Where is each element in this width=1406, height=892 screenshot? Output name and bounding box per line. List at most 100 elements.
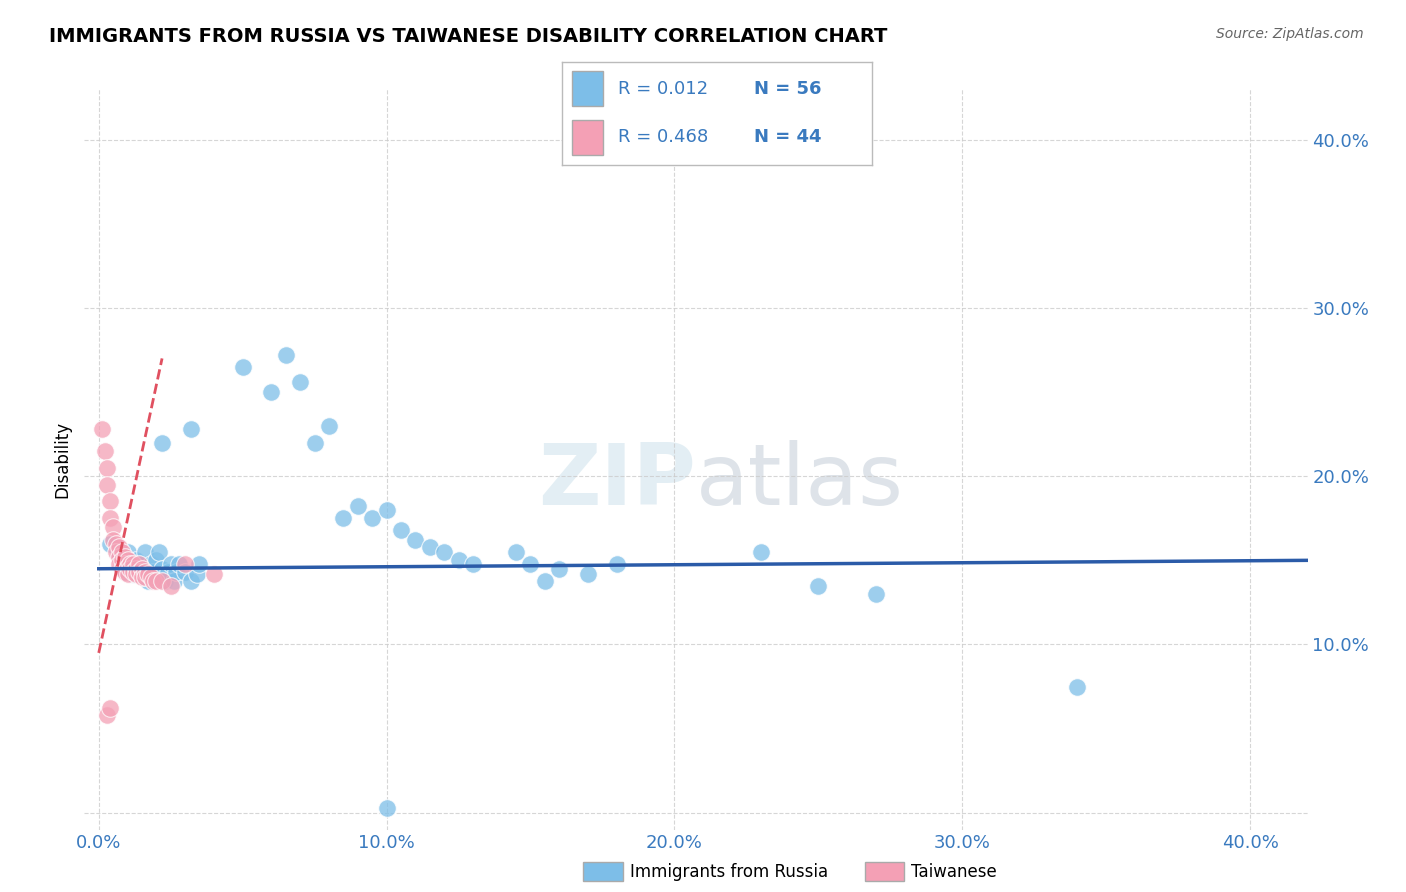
Point <box>96 460 118 475</box>
Point <box>120 557 142 571</box>
Point <box>150 562 173 576</box>
Point <box>131 565 153 579</box>
Point <box>128 557 150 571</box>
Point <box>131 562 153 576</box>
Point <box>534 574 557 588</box>
Point <box>114 565 136 579</box>
Point <box>232 359 254 374</box>
Point <box>375 503 398 517</box>
Point <box>375 800 398 814</box>
Point <box>548 562 571 576</box>
Point <box>150 435 173 450</box>
Point <box>111 553 134 567</box>
Point <box>174 557 197 571</box>
Point <box>174 565 197 579</box>
Point <box>159 578 181 592</box>
Point <box>96 708 118 723</box>
Point <box>111 562 134 576</box>
FancyBboxPatch shape <box>572 120 603 155</box>
Point <box>166 565 188 579</box>
Point <box>202 566 225 581</box>
Point <box>419 540 441 554</box>
Point <box>188 557 211 571</box>
Point <box>128 557 150 571</box>
Point <box>117 545 139 559</box>
Text: Immigrants from Russia: Immigrants from Russia <box>630 863 828 881</box>
Point <box>98 701 121 715</box>
Point <box>93 444 115 458</box>
Point <box>404 533 426 548</box>
Point <box>274 348 297 362</box>
Point <box>111 557 134 571</box>
Point <box>139 570 162 584</box>
Point <box>505 545 527 559</box>
Point <box>461 557 484 571</box>
Point <box>260 385 283 400</box>
Point <box>142 565 165 579</box>
Point <box>290 375 312 389</box>
Point <box>98 511 121 525</box>
Point <box>150 574 173 588</box>
Point <box>180 422 202 436</box>
Point <box>114 557 136 571</box>
Point <box>153 574 176 588</box>
Point <box>131 570 153 584</box>
Point <box>1066 680 1088 694</box>
Point <box>519 557 541 571</box>
Point <box>807 578 830 592</box>
Point <box>108 557 131 571</box>
Point <box>180 574 202 588</box>
Text: Taiwanese: Taiwanese <box>911 863 997 881</box>
Text: R = 0.012: R = 0.012 <box>619 80 709 98</box>
Point <box>169 557 191 571</box>
Point <box>117 566 139 581</box>
Point <box>108 540 131 554</box>
Point <box>749 545 772 559</box>
Point <box>122 557 145 571</box>
Point <box>136 566 159 581</box>
Point <box>447 553 470 567</box>
Point <box>304 435 326 450</box>
Point <box>156 565 179 579</box>
Text: R = 0.468: R = 0.468 <box>619 128 709 146</box>
Point <box>122 565 145 579</box>
Point <box>433 545 456 559</box>
Point <box>114 565 136 579</box>
Point <box>128 565 150 579</box>
Point <box>148 545 170 559</box>
Point <box>159 557 181 571</box>
Point <box>145 553 167 567</box>
Point <box>117 560 139 574</box>
Point <box>125 553 148 567</box>
Point <box>101 533 124 548</box>
Point <box>162 574 184 588</box>
Point <box>90 422 112 436</box>
Text: N = 56: N = 56 <box>754 80 821 98</box>
Point <box>105 545 128 559</box>
Point <box>346 500 368 514</box>
Point <box>134 545 156 559</box>
Point <box>576 566 599 581</box>
Point <box>361 511 384 525</box>
Point <box>98 494 121 508</box>
Text: IMMIGRANTS FROM RUSSIA VS TAIWANESE DISABILITY CORRELATION CHART: IMMIGRANTS FROM RUSSIA VS TAIWANESE DISA… <box>49 27 887 45</box>
Point <box>96 477 118 491</box>
Point <box>332 511 354 525</box>
Point <box>134 570 156 584</box>
Point <box>606 557 628 571</box>
Point <box>136 574 159 588</box>
Point <box>318 418 340 433</box>
FancyBboxPatch shape <box>572 70 603 105</box>
Point <box>142 574 165 588</box>
Text: atlas: atlas <box>696 440 904 523</box>
Point <box>120 557 142 571</box>
Point <box>122 566 145 581</box>
Text: N = 44: N = 44 <box>754 128 821 146</box>
Point <box>389 523 412 537</box>
Point <box>134 565 156 579</box>
Point <box>125 566 148 581</box>
Point <box>186 566 208 581</box>
Point <box>108 549 131 564</box>
Point <box>139 557 162 571</box>
Y-axis label: Disability: Disability <box>53 421 72 498</box>
